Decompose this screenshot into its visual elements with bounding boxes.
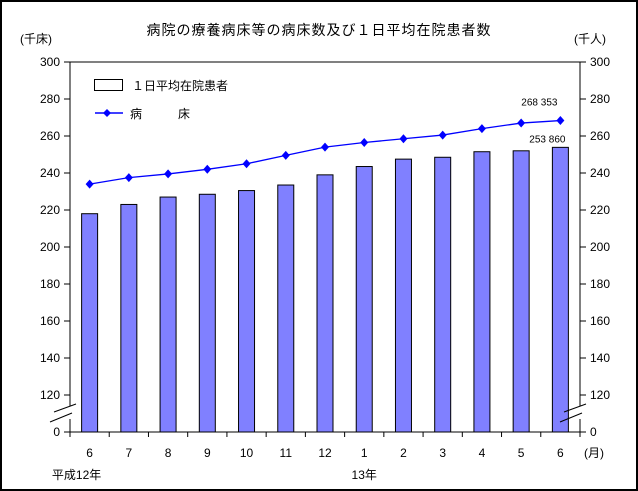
y-tick-label-right: 280 [590, 92, 610, 106]
legend-item-inpatients: １日平均在院患者 [94, 76, 228, 94]
bar [434, 156, 452, 433]
line-marker-icon [95, 109, 123, 117]
bar [551, 146, 569, 433]
x-tick-label: 7 [126, 446, 133, 460]
bar [473, 151, 491, 433]
x-tick-label: 9 [204, 446, 211, 460]
bar [277, 184, 295, 433]
x-tick-label: 11 [280, 446, 293, 460]
x-tick-label: 2 [400, 446, 407, 460]
x-tick-label: 6 [86, 446, 93, 460]
x-tick-label: 3 [439, 446, 446, 460]
y-tick-label-left: 280 [40, 92, 60, 106]
bar [316, 174, 334, 433]
legend-line-label: 病 床 [130, 106, 191, 121]
axis-break-icon [53, 403, 77, 413]
y-tick-label-left: 120 [40, 388, 60, 402]
bar [198, 193, 216, 433]
x-tick-label: 10 [240, 446, 254, 460]
x-tick-label: 1 [361, 446, 368, 460]
bar [159, 196, 177, 433]
diamond-marker-icon [321, 142, 329, 152]
y-tick-label-right: 220 [590, 203, 610, 217]
y-tick-label-left: 240 [40, 166, 60, 180]
era-label: 平成12年 [52, 468, 101, 482]
diamond-marker-icon [556, 116, 565, 126]
y-tick-label-left: 0 [53, 425, 60, 439]
y-tick-label-left: 300 [40, 55, 60, 69]
axis-break-icon [563, 403, 587, 413]
bar [120, 203, 138, 433]
bar-swatch-icon [94, 79, 123, 91]
bar [355, 166, 373, 433]
chart-legend: １日平均在院患者 病 床 [94, 76, 228, 132]
bar [81, 213, 99, 433]
line-value-label: 268 353 [521, 98, 558, 109]
diamond-marker-icon [85, 179, 94, 189]
bar [512, 150, 530, 433]
left-axis-unit-label: (千床) [20, 32, 52, 46]
y-tick-label-right: 300 [590, 55, 610, 69]
y-tick-label-right: 200 [590, 240, 610, 254]
diamond-marker-icon [517, 118, 526, 128]
y-tick-label-right: 160 [590, 314, 610, 328]
y-tick-label-right: 240 [590, 166, 610, 180]
y-tick-label-right: 260 [590, 129, 610, 143]
diamond-marker-icon [360, 137, 369, 147]
diamond-marker-icon [438, 130, 447, 140]
y-tick-label-left: 260 [40, 129, 60, 143]
diamond-marker-icon [242, 159, 251, 169]
diamond-marker-icon [281, 150, 290, 160]
axis-break-gap [579, 406, 581, 419]
axis-break-icon [559, 412, 583, 423]
y-tick-label-right: 180 [590, 277, 610, 291]
x-tick-label: 12 [318, 446, 332, 460]
diamond-marker-icon [203, 164, 212, 174]
era-label: 13年 [352, 468, 377, 482]
bar [238, 190, 256, 433]
x-tick-label: 6 [557, 446, 564, 460]
right-axis-unit-label: (千人) [574, 32, 606, 46]
axis-break-gap [69, 406, 71, 419]
y-tick-label-left: 220 [40, 203, 60, 217]
y-tick-label-right: 140 [590, 351, 610, 365]
y-tick-label-left: 160 [40, 314, 60, 328]
diamond-marker-icon [164, 169, 173, 179]
chart-title: 病院の療養病床等の病床数及び１日平均在院患者数 [146, 22, 492, 38]
axis-break-icon [49, 412, 73, 423]
y-tick-label-left: 180 [40, 277, 60, 291]
y-tick-label-right: 0 [590, 425, 597, 439]
x-tick-label: 5 [518, 446, 525, 460]
y-tick-label-left: 140 [40, 351, 60, 365]
legend-bar-label: １日平均在院患者 [132, 78, 229, 93]
x-tick-label: 4 [479, 446, 486, 460]
y-tick-label-right: 120 [590, 388, 610, 402]
y-tick-label-left: 200 [40, 240, 60, 254]
bar [394, 158, 412, 433]
x-tick-label: 8 [165, 446, 172, 460]
diamond-marker-icon [477, 124, 486, 134]
bar-value-label: 253 860 [529, 134, 566, 145]
legend-item-beds: 病 床 [94, 104, 228, 122]
diamond-marker-icon [399, 134, 408, 144]
diamond-marker-icon [124, 173, 133, 183]
month-unit-label: (月) [584, 446, 604, 460]
